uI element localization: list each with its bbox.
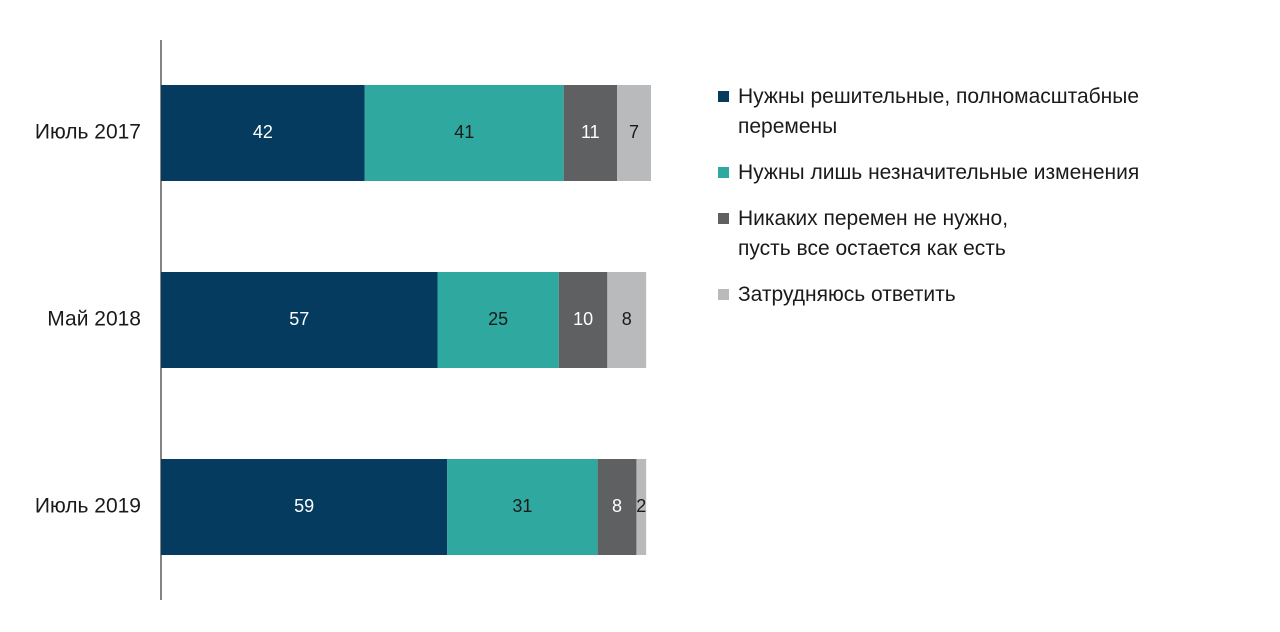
data-label: 42	[253, 122, 273, 142]
legend-swatch	[718, 167, 729, 178]
legend-swatch	[718, 91, 729, 102]
legend-item-no-changes: Никаких перемен не нужно, пусть все оста…	[718, 204, 1258, 264]
bar-segment	[161, 85, 365, 181]
legend-swatch	[718, 289, 729, 300]
data-label: 2	[636, 496, 646, 516]
data-label: 11	[581, 122, 600, 142]
data-label: 31	[512, 496, 532, 516]
bar-segment	[447, 459, 598, 555]
bar-segment	[558, 272, 608, 368]
bar-segment	[437, 272, 559, 368]
bar-segment	[607, 272, 647, 368]
category-label: Май 2018	[47, 308, 141, 331]
bar-segment	[364, 85, 564, 181]
legend-label: Нужны решительные, полномасштабные перем…	[738, 85, 1140, 138]
data-label: 8	[612, 496, 622, 516]
bar-segment	[161, 272, 438, 368]
legend-item-minor-changes: Нужны лишь незначительные изменения	[718, 158, 1258, 188]
legend-label: Нужны лишь незначительные изменения	[738, 161, 1140, 184]
bar-segment	[617, 85, 651, 181]
category-label: Июль 2019	[35, 495, 141, 518]
bar-segment	[563, 85, 618, 181]
data-label: 57	[289, 309, 309, 329]
legend-item-decisive-changes: Нужны решительные, полномасштабные перем…	[718, 82, 1258, 142]
data-label: 8	[622, 309, 632, 329]
data-label: 10	[573, 309, 593, 329]
category-label: Июль 2017	[35, 121, 141, 144]
data-label: 25	[488, 309, 508, 329]
legend-swatch	[718, 213, 729, 224]
legend: Нужны решительные, полномасштабные перем…	[718, 82, 1258, 326]
data-label: 41	[454, 122, 474, 142]
bar-segment	[597, 459, 637, 555]
legend-item-hard-to-say: Затрудняюсь ответить	[718, 280, 1258, 310]
bar-segment	[636, 459, 647, 555]
bar-segment	[161, 459, 448, 555]
legend-label: Затрудняюсь ответить	[738, 283, 956, 306]
data-label: 59	[294, 496, 314, 516]
legend-label: Никаких перемен не нужно, пусть все оста…	[738, 207, 1009, 260]
data-label: 7	[629, 122, 639, 142]
